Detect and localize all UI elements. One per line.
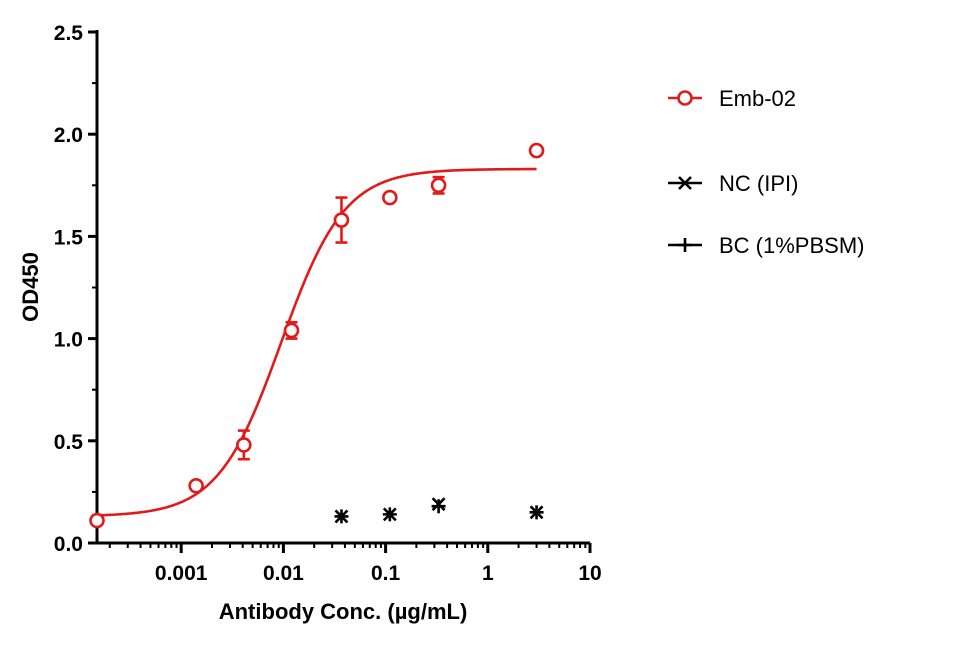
data-point (333, 212, 350, 228)
y-tick-label: 1.5 (54, 226, 84, 249)
data-point (236, 437, 252, 453)
y-axis-title: OD450 (18, 252, 43, 322)
data-point (334, 509, 349, 524)
fit-curve-layer (96, 167, 537, 517)
x-tick-label: 0.01 (263, 562, 304, 585)
x-tick-label: 1 (482, 562, 494, 585)
legend-marker (678, 238, 692, 252)
axes: 0.0 0.5 1.0 1.5 2.0 2.5 0.001 0.01 0.1 1 10 (54, 22, 602, 585)
data-point (283, 322, 300, 339)
legend-label: BC (1%PBSM) (719, 233, 864, 258)
data-point (430, 177, 447, 194)
data-marks (89, 142, 545, 529)
data-point (188, 477, 204, 494)
x-tick-label: 0.001 (155, 562, 208, 585)
y-tick-label: 1.0 (54, 329, 83, 352)
x-tick-label: 10 (578, 562, 601, 585)
legend-label: NC (IPI) (719, 171, 798, 196)
y-tick-label: 0.5 (54, 431, 84, 454)
x-axis-title: Antibody Conc. (µg/mL) (219, 599, 468, 624)
x-tick-label: 0.1 (371, 562, 401, 585)
data-point (528, 142, 545, 159)
data-point (529, 505, 544, 520)
legend-marker (677, 90, 693, 106)
y-tick-label: 2.5 (54, 22, 84, 45)
legend-marker (678, 176, 692, 190)
fit-curve (96, 167, 537, 517)
legend: Emb-02 NC (IPI) BC (1%PBSM) (668, 86, 864, 258)
data-point (382, 189, 398, 206)
y-tick-label: 2.0 (54, 124, 83, 147)
y-tick-label: 0.0 (54, 533, 83, 556)
data-point (89, 512, 105, 529)
data-point (382, 507, 397, 522)
legend-label: Emb-02 (719, 86, 796, 111)
data-point (431, 499, 446, 514)
